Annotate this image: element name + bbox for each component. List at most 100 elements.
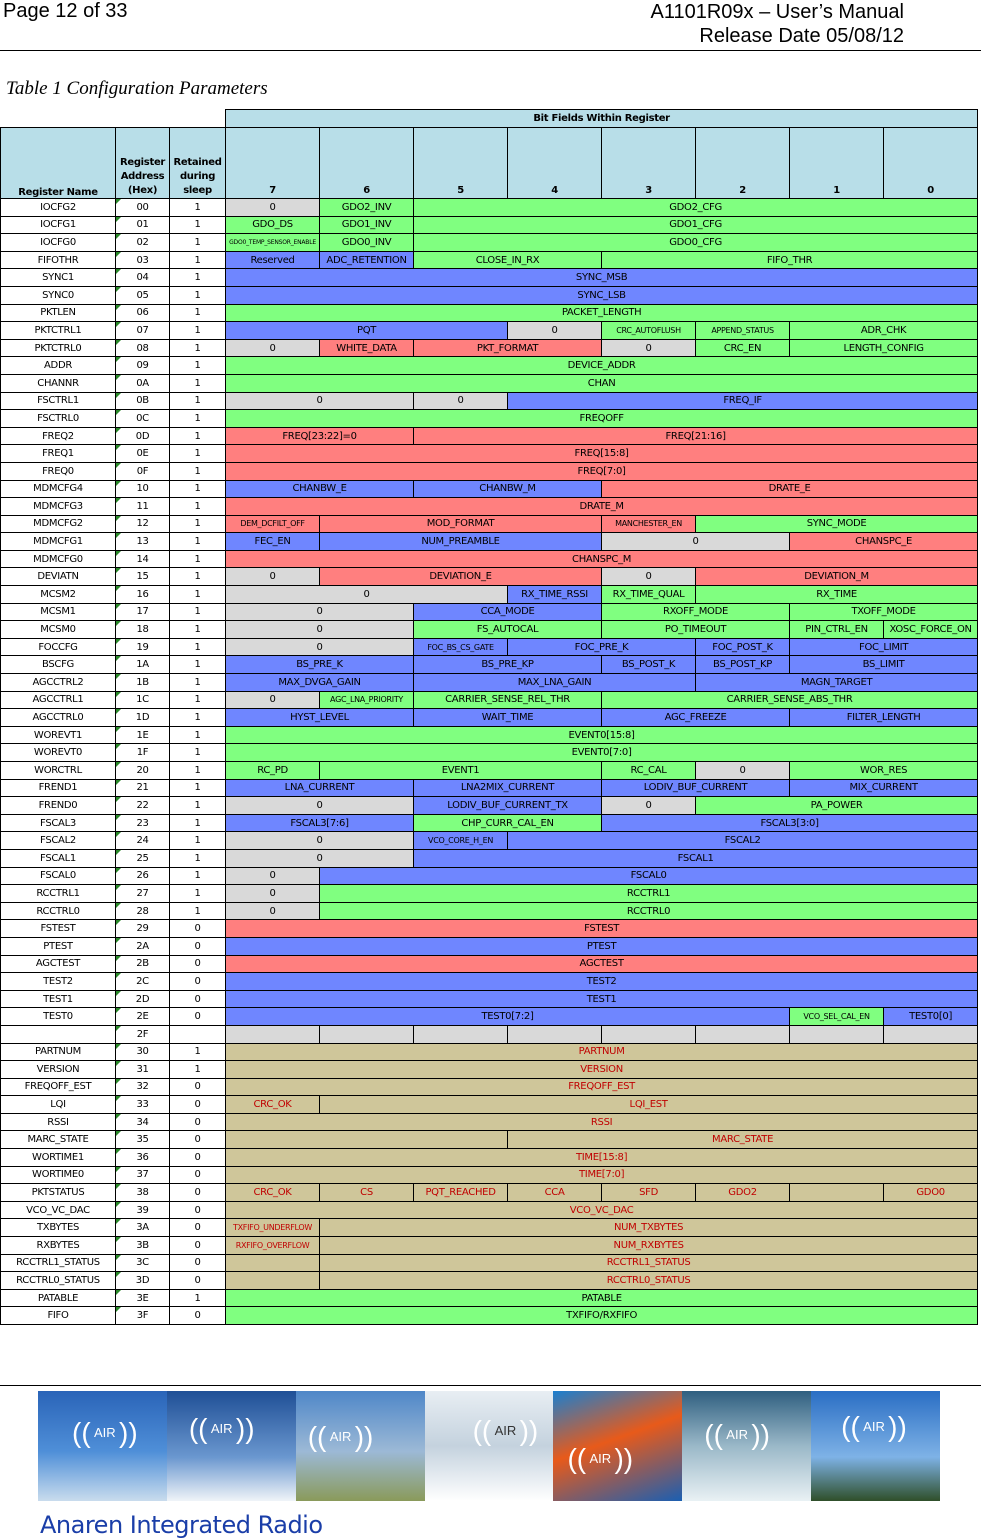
table-row: MDMCFG3 11 1 DRATE_M <box>0 497 979 516</box>
retained-cell: 1 <box>168 303 227 323</box>
register-address-cell: 2E <box>115 1007 170 1026</box>
table-row: WORTIME1 36 0 TIME[15:8] <box>0 1148 979 1167</box>
bit-field-cell: TIME[7:0] <box>225 1165 979 1185</box>
bit-field-cell: GDO0_TEMP_SENSOR_ENABLE <box>225 233 321 252</box>
bit-field-cell: RCCTRL0 <box>319 901 979 921</box>
register-address-cell: 03 <box>115 250 170 270</box>
register-name-cell: FREQOFF_EST <box>0 1077 116 1097</box>
register-address-cell: 06 <box>115 303 170 323</box>
register-name-cell: CHANNR <box>0 373 116 393</box>
register-address-cell: 12 <box>115 514 170 534</box>
bit-field-cell: FS_AUTOCAL <box>413 620 603 639</box>
bit-field-cell <box>695 1024 791 1044</box>
retained-cell: 1 <box>168 796 227 815</box>
bit-field-cell: 0 <box>225 637 415 657</box>
retained-cell: 1 <box>168 391 227 411</box>
bit-field-cell: GDO2_CFG <box>413 198 979 217</box>
bit-field-cell: EVENT1 <box>319 761 603 780</box>
register-address-cell: 3C <box>115 1253 170 1273</box>
banner-photo-snowboarder: AIR <box>424 1391 554 1501</box>
register-address-cell: 01 <box>115 215 170 235</box>
bit-field-cell: FIFO_THR <box>601 250 979 270</box>
bit-field-cell: RX_TIME_QUAL <box>601 585 697 604</box>
register-name-header: Register Name <box>0 127 116 199</box>
bit-field-cell: GDO_DS <box>225 215 321 235</box>
bit-field-cell: DRATE_E <box>601 479 979 499</box>
bit-field-cell: FOC_LIMIT <box>789 637 979 657</box>
bit-field-cell: PA_POWER <box>695 796 979 815</box>
table-row: FREQOFF_EST 32 0 FREQOFF_EST <box>0 1077 979 1097</box>
table-row: MDMCFG2 12 1 DEM_DCFILT_OFF MOD_FORMAT MANCHE… <box>0 514 979 534</box>
bit-field-cell: GDO2_INV <box>319 198 415 217</box>
bit-field-cell: 0 <box>507 321 603 340</box>
register-address-cell: 0E <box>115 444 170 463</box>
register-name-cell: FSCTRL0 <box>0 409 116 428</box>
register-address-cell: 02 <box>115 233 170 252</box>
bit-field-cell: VCO_SEL_CAL_EN <box>789 1007 885 1026</box>
retained-cell: 1 <box>168 285 227 305</box>
bit-field-cell: GDO0_INV <box>319 233 415 252</box>
banner-photo-skier: AIR <box>166 1391 296 1501</box>
register-address-cell: 31 <box>115 1060 170 1079</box>
retained-cell: 1 <box>168 567 227 587</box>
register-address-cell: 0C <box>115 409 170 428</box>
brand-wordmark: Anaren Integrated Radio <box>40 1511 323 1539</box>
bit-field-cell: LENGTH_CONFIG <box>789 338 979 358</box>
bit-field-cell: RXFIFO_OVERFLOW <box>225 1236 321 1255</box>
table-row: PATABLE 3E 1 PATABLE <box>0 1288 979 1308</box>
retained-cell: 0 <box>168 1007 227 1026</box>
bit-field-cell: GDO2 <box>695 1183 791 1202</box>
register-address-cell: 33 <box>115 1095 170 1114</box>
register-address-cell: 36 <box>115 1148 170 1167</box>
table-row: RSSI 34 0 RSSI <box>0 1112 979 1132</box>
retained-cell <box>168 1024 227 1044</box>
bit-field-cell: VCO_VC_DAC <box>225 1200 979 1220</box>
table-row: FSCTRL1 0B 1 0 0 FREQ_IF <box>0 391 979 411</box>
retained-cell: 1 <box>168 426 227 446</box>
bit-field-cell: FREQOFF <box>225 409 979 428</box>
bit-field-cell: CHANBW_M <box>413 479 603 499</box>
retained-cell: 0 <box>168 1200 227 1220</box>
bit-field-cell: BS_POST_KP <box>695 655 791 675</box>
register-name-cell: RCCTRL1 <box>0 884 116 903</box>
table-row: PTEST 2A 0 PTEST <box>0 936 979 956</box>
document-name: A1101R09x – User’s Manual <box>650 1 904 23</box>
bit-field-cell: 0 <box>225 831 415 850</box>
register-name-cell: PKTLEN <box>0 303 116 323</box>
bit-field-cell <box>225 1024 321 1044</box>
bit-field-cell: RCCTRL1 <box>319 884 979 903</box>
bit-field-cell <box>225 1130 509 1150</box>
air-badge: AIR <box>72 1417 137 1449</box>
register-address-cell: 17 <box>115 602 170 622</box>
bit-field-cell: VCO_CORE_H_EN <box>413 831 509 850</box>
bit-field-cell: TXFIFO/RXFIFO <box>225 1306 979 1325</box>
configuration-table: Bit Fields Within Register Register Name… <box>0 109 979 1325</box>
register-address-cell: 2F <box>115 1024 170 1044</box>
bit-field-cell: RX_TIME <box>695 585 979 604</box>
table-row: FSCTRL0 0C 1 FREQOFF <box>0 409 979 428</box>
table-row: IOCFG1 01 1 GDO_DS GDO1_INV GDO1_CFG <box>0 215 979 235</box>
register-name-cell: RCCTRL1_STATUS <box>0 1253 116 1273</box>
bit-field-cell <box>789 1024 885 1044</box>
bit-field-cell: FREQ[15:8] <box>225 444 979 463</box>
register-name-cell: LQI <box>0 1095 116 1114</box>
bit-field-cell: FSCAL3[3:0] <box>601 813 979 833</box>
register-address-cell: 10 <box>115 479 170 499</box>
register-name-cell: WORTIME1 <box>0 1148 116 1167</box>
retained-cell: 1 <box>168 778 227 798</box>
bit-field-cell: RCCTRL1_STATUS <box>319 1253 979 1273</box>
register-name-cell: RCCTRL0 <box>0 901 116 921</box>
retained-cell: 0 <box>168 989 227 1009</box>
air-badge: AIR <box>473 1415 538 1447</box>
table-row: FREQ2 0D 1 FREQ[23:22]=0 FREQ[21:16] <box>0 426 979 446</box>
bit-field-cell: 0 <box>601 796 697 815</box>
bit-field-cell: TEST2 <box>225 972 979 991</box>
table-row: WOREVT1 1E 1 EVENT0[15:8] <box>0 725 979 745</box>
register-address-cell: 1C <box>115 690 170 710</box>
bit-field-cell: CCA_MODE <box>413 602 603 622</box>
register-name-cell: FSCAL2 <box>0 831 116 850</box>
bit-field-cell: MARC_STATE <box>507 1130 979 1150</box>
table-row: MARC_STATE 35 0 MARC_STATE <box>0 1130 979 1150</box>
bit-field-cell: AGC_LNA_PRIORITY <box>319 690 415 710</box>
table-row: FIFO 3F 0 TXFIFO/RXFIFO <box>0 1306 979 1325</box>
